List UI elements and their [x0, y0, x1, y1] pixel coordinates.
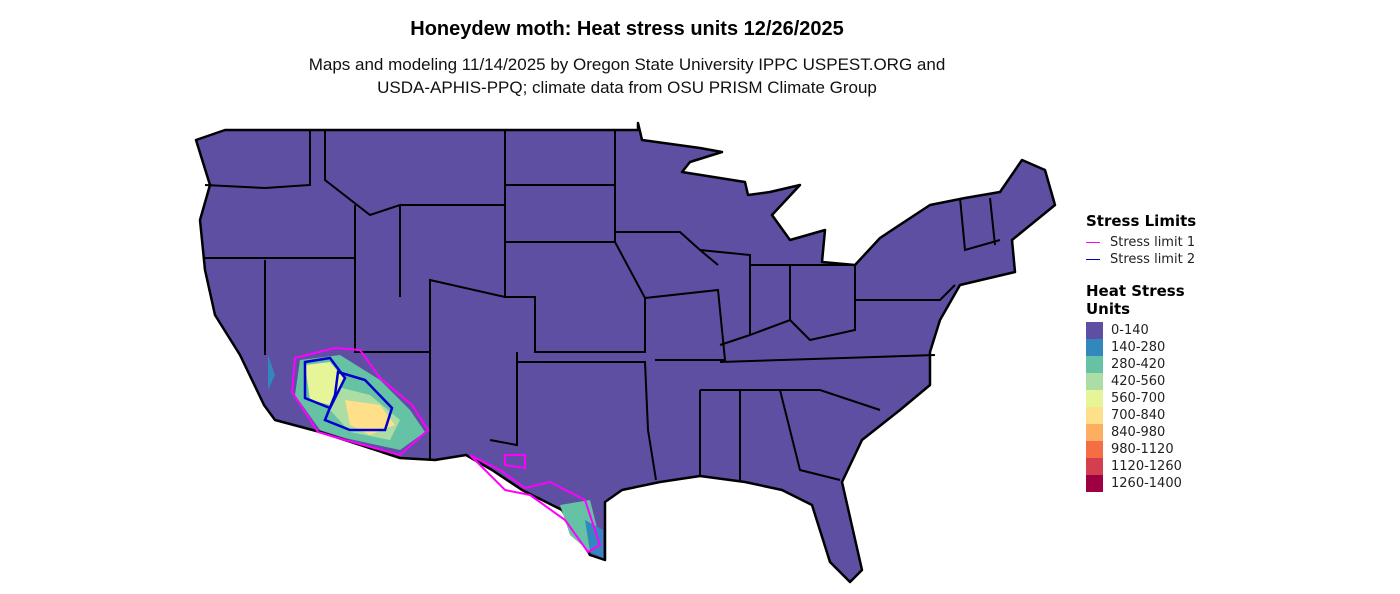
stress-limit-2-contours	[303, 356, 394, 432]
us-map	[194, 121, 1057, 584]
legend-label: 280-420	[1111, 357, 1166, 372]
heat-units-legend-title-2: Units	[1086, 300, 1131, 318]
legend-item-heat-2: 280-420	[1086, 356, 1196, 373]
legend-item-heat-8: 1120-1260	[1086, 458, 1196, 475]
state-borders	[204, 130, 1001, 481]
legend-item-heat-9: 1260-1400	[1086, 475, 1196, 492]
heat-swatch	[1086, 339, 1103, 356]
stress-limit-1-swatch	[1086, 242, 1100, 243]
heat-swatch	[1086, 475, 1103, 492]
stress-limits-legend-title: Stress Limits	[1086, 212, 1197, 230]
legend-item-heat-3: 420-560	[1086, 373, 1196, 390]
subtitle-line-2: USDA-APHIS-PPQ; climate data from OSU PR…	[377, 78, 877, 97]
legend-label: 1120-1260	[1111, 459, 1182, 474]
heat-swatch	[1086, 373, 1103, 390]
legend-item-heat-0: 0-140	[1086, 322, 1196, 339]
heat-swatch	[1086, 407, 1103, 424]
legend-label: 560-700	[1111, 391, 1166, 406]
map-title: Honeydew moth: Heat stress units 12/26/2…	[410, 18, 844, 40]
legend-label: 1260-1400	[1111, 476, 1182, 491]
legend-label: 700-840	[1111, 408, 1166, 423]
legend-item-stress-limit-1: Stress limit 1	[1086, 234, 1196, 251]
heat-swatch	[1086, 322, 1103, 339]
legend-item-heat-6: 840-980	[1086, 424, 1196, 441]
legend-label: 0-140	[1111, 323, 1149, 338]
heat-swatch	[1086, 356, 1103, 373]
legend-item-heat-5: 700-840	[1086, 407, 1196, 424]
legend-item-heat-4: 560-700	[1086, 390, 1196, 407]
legend-label: 140-280	[1111, 340, 1166, 355]
legend-label: Stress limit 2	[1110, 252, 1196, 267]
heat-units-legend-title-1: Heat Stress	[1086, 282, 1185, 300]
legend-item-heat-1: 140-280	[1086, 339, 1196, 356]
legend-item-heat-7: 980-1120	[1086, 441, 1196, 458]
heat-swatch	[1086, 390, 1103, 407]
stress-limit-2-swatch	[1086, 259, 1100, 260]
legend-label: Stress limit 1	[1110, 235, 1196, 250]
legend: Stress Limits Stress limit 1 Stress limi…	[1086, 212, 1196, 492]
legend-label: 420-560	[1111, 374, 1166, 389]
stress-limit-1-contours	[290, 346, 602, 554]
heat-swatch	[1086, 441, 1103, 458]
subtitle-line-1: Maps and modeling 11/14/2025 by Oregon S…	[308, 55, 946, 74]
legend-label: 980-1120	[1111, 442, 1174, 457]
legend-item-stress-limit-2: Stress limit 2	[1086, 251, 1196, 268]
heat-swatch	[1086, 458, 1103, 475]
heat-swatch	[1086, 424, 1103, 441]
legend-label: 840-980	[1111, 425, 1166, 440]
